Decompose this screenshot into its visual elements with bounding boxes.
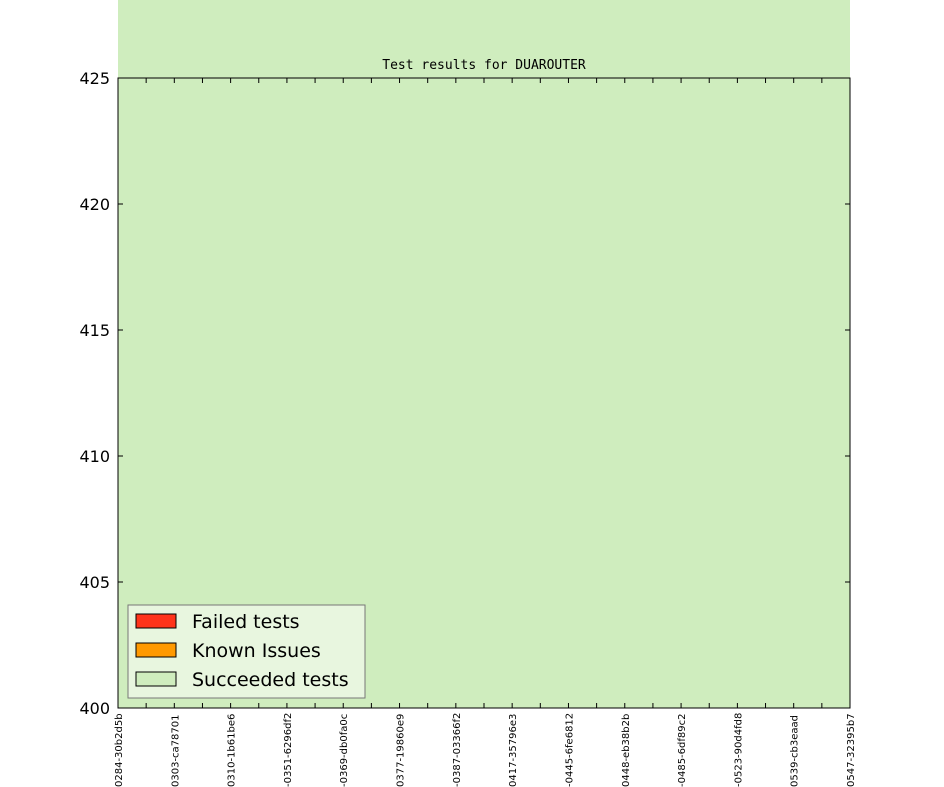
y-tick-label: 420 <box>79 195 110 214</box>
x-tick-label: -0387-03366f2 <box>452 713 463 787</box>
y-tick-label: 410 <box>79 447 110 466</box>
x-tick-label: -0445-6fe6812 <box>564 713 575 787</box>
legend-swatch <box>135 642 177 658</box>
x-tick-label: -0351-6296df2 <box>283 713 294 787</box>
x-tick-label: 0310-1b61be6 <box>227 714 238 787</box>
y-tick-label: 415 <box>79 321 110 340</box>
x-tick-label: 0303-ca78701 <box>170 715 181 787</box>
x-tick-label: 0284-30b2d5b <box>114 713 125 787</box>
x-tick-label: 0417-35796e3 <box>508 714 519 787</box>
chart-title: Test results for DUAROUTER <box>382 58 586 73</box>
x-tick-label: -0369-db0fa0c <box>339 714 350 787</box>
x-tick-label: 0539-cb3eaad <box>790 715 801 787</box>
legend-label: Known Issues <box>192 640 321 662</box>
x-tick-label: 0377-19860e9 <box>396 714 407 787</box>
legend-swatch <box>135 671 177 687</box>
x-tick-label: -0523-90d4fd8 <box>733 713 744 787</box>
x-tick-label: 0547-32395b7 <box>846 713 857 787</box>
legend-label: Succeeded tests <box>192 669 349 691</box>
legend-swatch <box>135 613 177 629</box>
x-tick-label: 0448-eb38b2b <box>621 714 632 787</box>
legend-label: Failed tests <box>192 611 300 633</box>
area-succeeded-tests <box>118 0 850 708</box>
legend: Failed tests Known Issues Succeeded tests <box>127 604 366 699</box>
y-tick-label: 425 <box>79 69 110 88</box>
y-tick-label: 405 <box>79 573 110 592</box>
x-tick-label: -0485-6df89c2 <box>677 714 688 787</box>
y-tick-label: 400 <box>79 699 110 718</box>
